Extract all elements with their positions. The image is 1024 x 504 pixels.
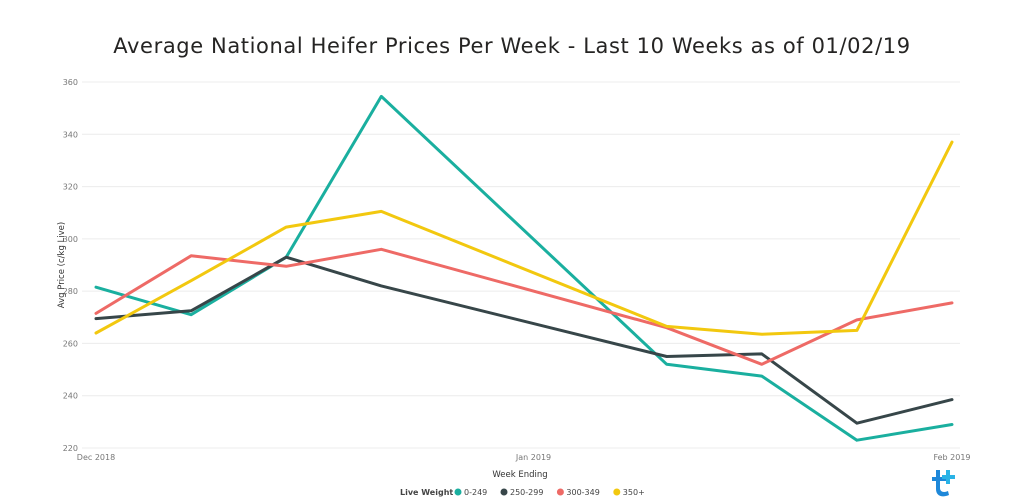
x-tick-label: Feb 2019	[933, 453, 970, 462]
legend: Live Weight 0-249 250-299 300-349 350+	[400, 488, 645, 497]
y-tick-label: 240	[63, 392, 78, 401]
brand-logo	[932, 470, 955, 497]
y-tick-label: 300	[63, 235, 78, 244]
x-axis-ticks: Dec 2018 Jan 2019 Feb 2019	[77, 453, 971, 462]
y-axis-title: Avg Price (c/kg Live)	[57, 222, 67, 308]
y-tick-label: 340	[63, 130, 78, 139]
legend-marker	[454, 488, 462, 496]
y-tick-label: 220	[63, 444, 78, 453]
legend-label: 0-249	[464, 488, 487, 497]
legend-marker	[500, 488, 508, 496]
legend-title: Live Weight	[400, 488, 453, 497]
legend-label: 250-299	[510, 488, 543, 497]
legend-marker	[613, 488, 621, 496]
y-tick-label: 360	[63, 78, 78, 87]
x-tick-label: Dec 2018	[77, 453, 115, 462]
legend-label: 350+	[623, 488, 645, 497]
y-tick-label: 280	[63, 287, 78, 296]
y-axis-ticks: 220 240 260 280 300 320 340 360	[63, 78, 78, 453]
series-lines	[94, 94, 954, 442]
x-tick-label: Jan 2019	[515, 453, 551, 462]
legend-marker	[556, 488, 564, 496]
y-tick-label: 260	[63, 339, 78, 348]
chart-title: Average National Heifer Prices Per Week …	[113, 34, 911, 58]
gridlines	[82, 81, 960, 449]
series-line-0-249	[94, 94, 954, 442]
y-tick-label: 320	[63, 183, 78, 192]
series-line-300-349	[94, 247, 954, 366]
series-line-250-299	[94, 255, 954, 425]
x-axis-title: Week Ending	[492, 470, 547, 480]
series-line-350+	[94, 140, 954, 336]
legend-label: 300-349	[566, 488, 599, 497]
